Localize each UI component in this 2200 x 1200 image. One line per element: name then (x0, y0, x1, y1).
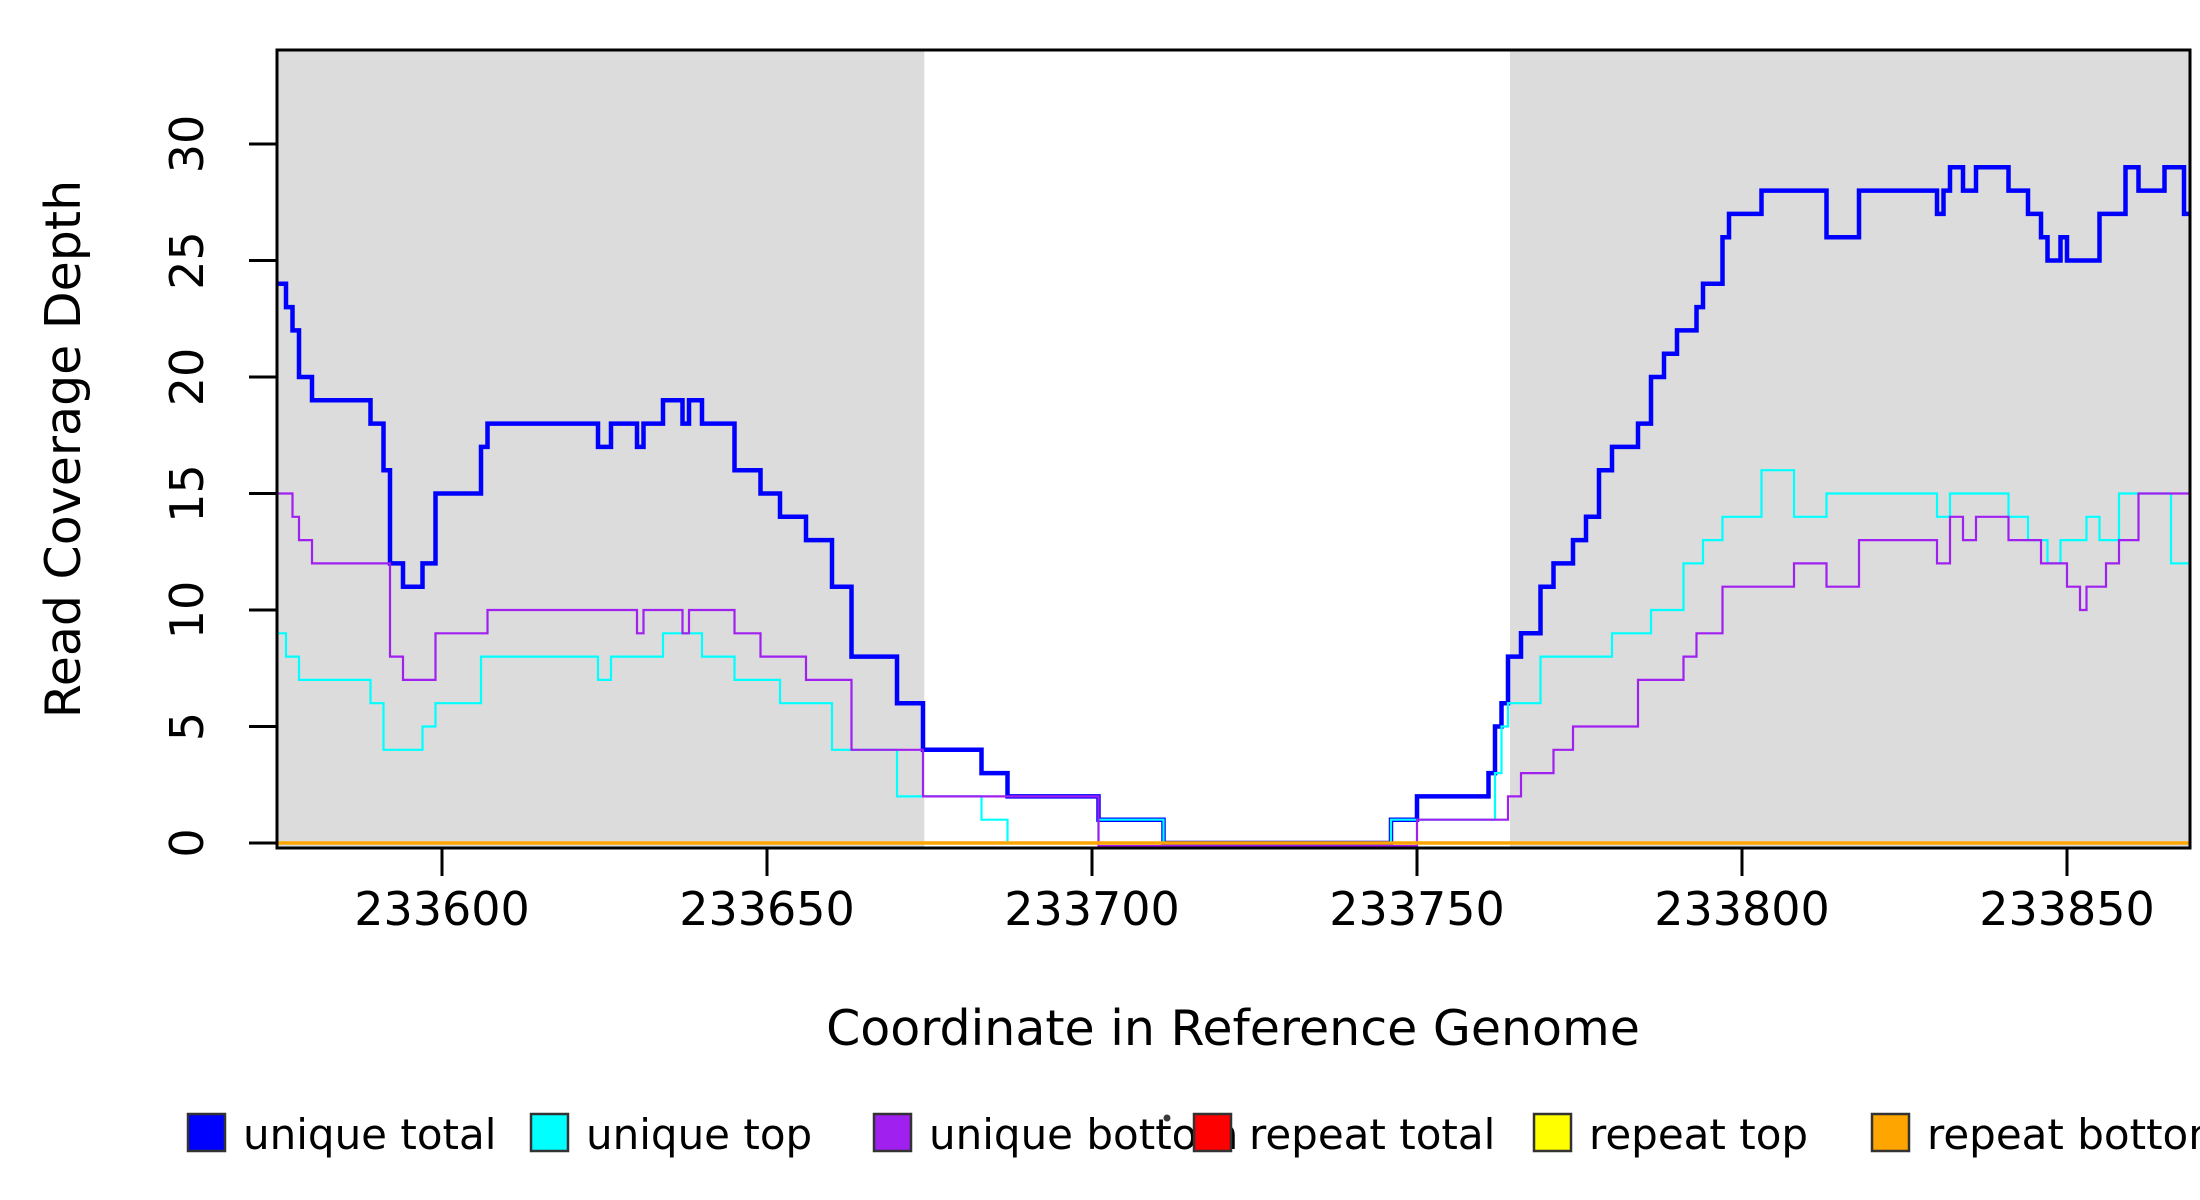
legend-swatch (1192, 1112, 1233, 1153)
legend-label: repeat total (1249, 1110, 1495, 1159)
x-axis-ticks: 233600 233650 233700 233750 233800 233850 (354, 848, 2155, 936)
y-tick-label: 5 (160, 712, 214, 741)
legend-swatch (1532, 1112, 1573, 1153)
artifact-dot (1163, 1114, 1171, 1122)
legend-item-repeat-top: repeat top (1532, 1110, 1808, 1159)
legend-item-unique-bottom: unique bottom (872, 1110, 1238, 1159)
y-tick-label: 0 (160, 828, 214, 857)
shaded-regions (276, 50, 2191, 848)
legend-item-unique-top: unique top (529, 1110, 812, 1159)
legend-label: unique bottom (929, 1110, 1238, 1159)
x-axis-title: Coordinate in Reference Genome (826, 1000, 1640, 1057)
y-tick-label: 30 (160, 115, 214, 174)
y-axis-ticks: 0 5 10 15 20 25 30 (160, 115, 277, 858)
legend-item-repeat-bottom: repeat bottom (1870, 1110, 2200, 1159)
x-tick-label: 233800 (1654, 882, 1830, 936)
legend-swatch (186, 1112, 227, 1153)
legend-label: unique top (586, 1110, 812, 1159)
legend-label: repeat top (1589, 1110, 1808, 1159)
series-unique-top (277, 469, 2190, 845)
y-tick-label: 15 (160, 464, 214, 523)
x-tick-label: 233750 (1329, 882, 1505, 936)
legend: unique total unique top unique bottom repea… (186, 1110, 2200, 1159)
x-tick-label: 233700 (1004, 882, 1180, 936)
x-tick-label: 233850 (1979, 882, 2155, 936)
y-tick-label: 10 (160, 581, 214, 640)
legend-item-unique-total: unique total (186, 1110, 496, 1159)
y-axis-title: Read Coverage Depth (35, 180, 92, 718)
y-tick-label: 25 (160, 231, 214, 290)
y-tick-label: 20 (160, 348, 214, 407)
x-tick-label: 233600 (354, 882, 530, 936)
legend-swatch (1870, 1112, 1911, 1153)
x-tick-label: 233650 (679, 882, 855, 936)
plot-border (275, 48, 2192, 850)
legend-item-repeat-total: repeat total (1192, 1110, 1495, 1159)
series-unique-bottom (277, 492, 2190, 848)
legend-swatch (529, 1112, 570, 1153)
series-layer (277, 165, 2190, 848)
series-unique-total (277, 165, 2190, 846)
legend-swatch (872, 1112, 913, 1153)
legend-label: unique total (243, 1110, 496, 1159)
axes: 233600 233650 233700 233750 233800 233850 0 5 1… (35, 48, 2192, 1057)
legend-label: repeat bottom (1927, 1110, 2200, 1159)
